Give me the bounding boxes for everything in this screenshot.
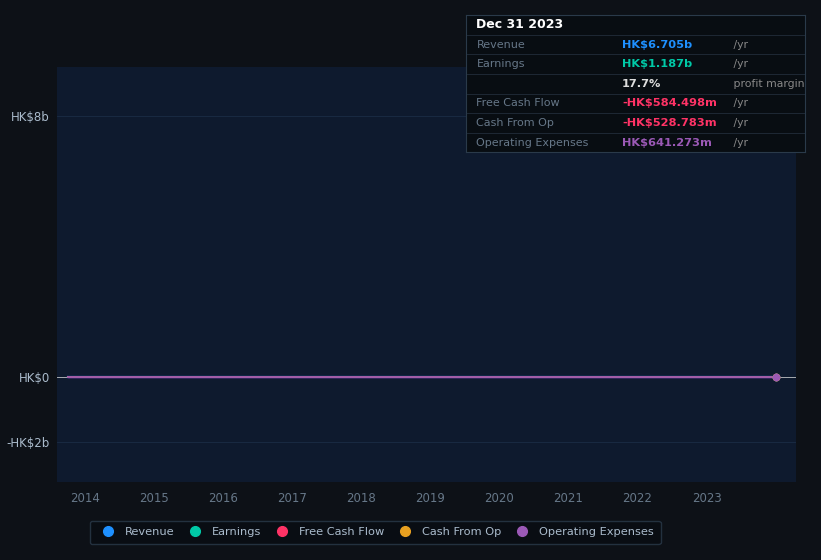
Text: Operating Expenses: Operating Expenses [476,138,589,147]
Text: /yr: /yr [730,59,748,69]
Text: -HK$528.783m: -HK$528.783m [622,118,717,128]
Text: Cash From Op: Cash From Op [476,118,554,128]
Text: HK$641.273m: HK$641.273m [622,138,712,147]
Text: -HK$584.498m: -HK$584.498m [622,99,717,108]
Text: /yr: /yr [730,138,748,147]
Text: Revenue: Revenue [476,40,525,49]
Text: /yr: /yr [730,99,748,108]
Text: /yr: /yr [730,118,748,128]
Text: Dec 31 2023: Dec 31 2023 [476,18,563,31]
Text: HK$1.187b: HK$1.187b [622,59,692,69]
Text: 17.7%: 17.7% [622,79,661,88]
Text: Earnings: Earnings [476,59,525,69]
Text: /yr: /yr [730,40,748,49]
Text: Free Cash Flow: Free Cash Flow [476,99,560,108]
Text: HK$6.705b: HK$6.705b [622,40,692,49]
Text: profit margin: profit margin [730,79,805,88]
Legend: Revenue, Earnings, Free Cash Flow, Cash From Op, Operating Expenses: Revenue, Earnings, Free Cash Flow, Cash … [89,521,661,544]
